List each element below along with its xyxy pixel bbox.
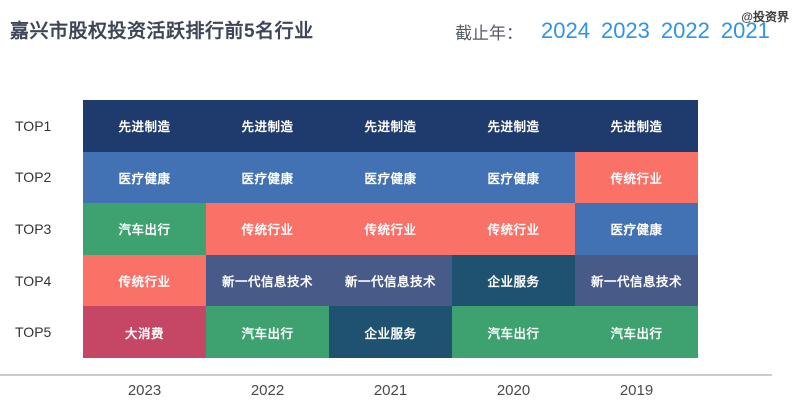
year-column-2020: 先进制造 医疗健康 传统行业 企业服务 汽车出行: [452, 100, 575, 358]
industry-cell: 汽车出行: [452, 306, 575, 358]
x-axis-label: 2023: [127, 382, 162, 399]
x-axis-label: 2020: [496, 382, 531, 399]
filter-year-2021[interactable]: 2021: [720, 18, 770, 43]
industry-cell: 先进制造: [575, 100, 698, 152]
industry-cell: 新一代信息技术: [329, 254, 452, 307]
industry-cell: 传统行业: [452, 203, 575, 255]
industry-cell: 企业服务: [452, 254, 575, 307]
filter-year-2022[interactable]: 2022: [660, 18, 710, 43]
rank-label: TOP1: [15, 117, 52, 134]
x-axis-line: [0, 374, 772, 376]
industry-cell: 医疗健康: [452, 151, 575, 204]
industry-cell: 先进制造: [206, 100, 329, 152]
year-filter-label: 截止年：: [455, 23, 523, 43]
industry-cell: 传统行业: [329, 203, 452, 255]
rank-label: TOP2: [15, 169, 52, 186]
filter-year-2024[interactable]: 2024: [541, 18, 590, 43]
rank-label: TOP5: [15, 324, 52, 341]
year-column-2023: 先进制造 医疗健康 汽车出行 传统行业 大消费: [83, 100, 206, 358]
rank-label: TOP4: [15, 272, 52, 289]
ranking-chart: TOP1 TOP2 TOP3 TOP4 TOP5 先进制造 医疗健康 汽车出行 传统行业 大消费…: [0, 100, 778, 358]
industry-cell: 先进制造: [329, 100, 452, 152]
industry-cell: 医疗健康: [206, 151, 329, 204]
x-axis-labels: 2023 2022 2021 2020 2019: [0, 382, 778, 399]
year-column-2019: 先进制造 传统行业 医疗健康 新一代信息技术 汽车出行: [575, 100, 698, 358]
x-axis-spacer: [0, 382, 83, 399]
industry-cell: 传统行业: [206, 203, 329, 255]
industry-cell: 汽车出行: [206, 306, 329, 358]
industry-cell: 先进制造: [83, 100, 206, 152]
x-axis-label: 2021: [373, 382, 408, 399]
industry-cell: 医疗健康: [83, 151, 206, 204]
x-axis-label: 2022: [250, 382, 285, 399]
year-filter-links: 2024 2023 2022 2021: [541, 18, 770, 44]
industry-cell: 先进制造: [452, 100, 575, 152]
industry-cell: 传统行业: [575, 151, 698, 204]
year-column-2022: 先进制造 医疗健康 传统行业 新一代信息技术 汽车出行: [206, 100, 329, 358]
industry-cell: 企业服务: [329, 306, 452, 358]
industry-cell: 新一代信息技术: [206, 254, 329, 307]
industry-cell: 大消费: [83, 306, 206, 358]
industry-cell: 医疗健康: [575, 203, 698, 255]
filter-year-2023[interactable]: 2023: [600, 18, 650, 43]
watermark: @投资界: [741, 10, 789, 24]
industry-cell: 汽车出行: [83, 203, 206, 255]
x-axis-label: 2019: [619, 382, 654, 399]
year-column-2021: 先进制造 医疗健康 传统行业 新一代信息技术 企业服务: [329, 100, 452, 358]
industry-cell: 传统行业: [83, 254, 206, 307]
industry-cell: 医疗健康: [329, 151, 452, 204]
industry-cell: 汽车出行: [575, 306, 698, 358]
page-title: 嘉兴市股权投资活跃排行前5名行业: [10, 21, 314, 42]
rank-labels-column: TOP1 TOP2 TOP3 TOP4 TOP5: [0, 100, 83, 358]
industry-cell: 新一代信息技术: [575, 254, 698, 307]
rank-label: TOP3: [15, 220, 52, 237]
year-filter: 截止年： 2024 2023 2022 2021: [455, 18, 770, 44]
